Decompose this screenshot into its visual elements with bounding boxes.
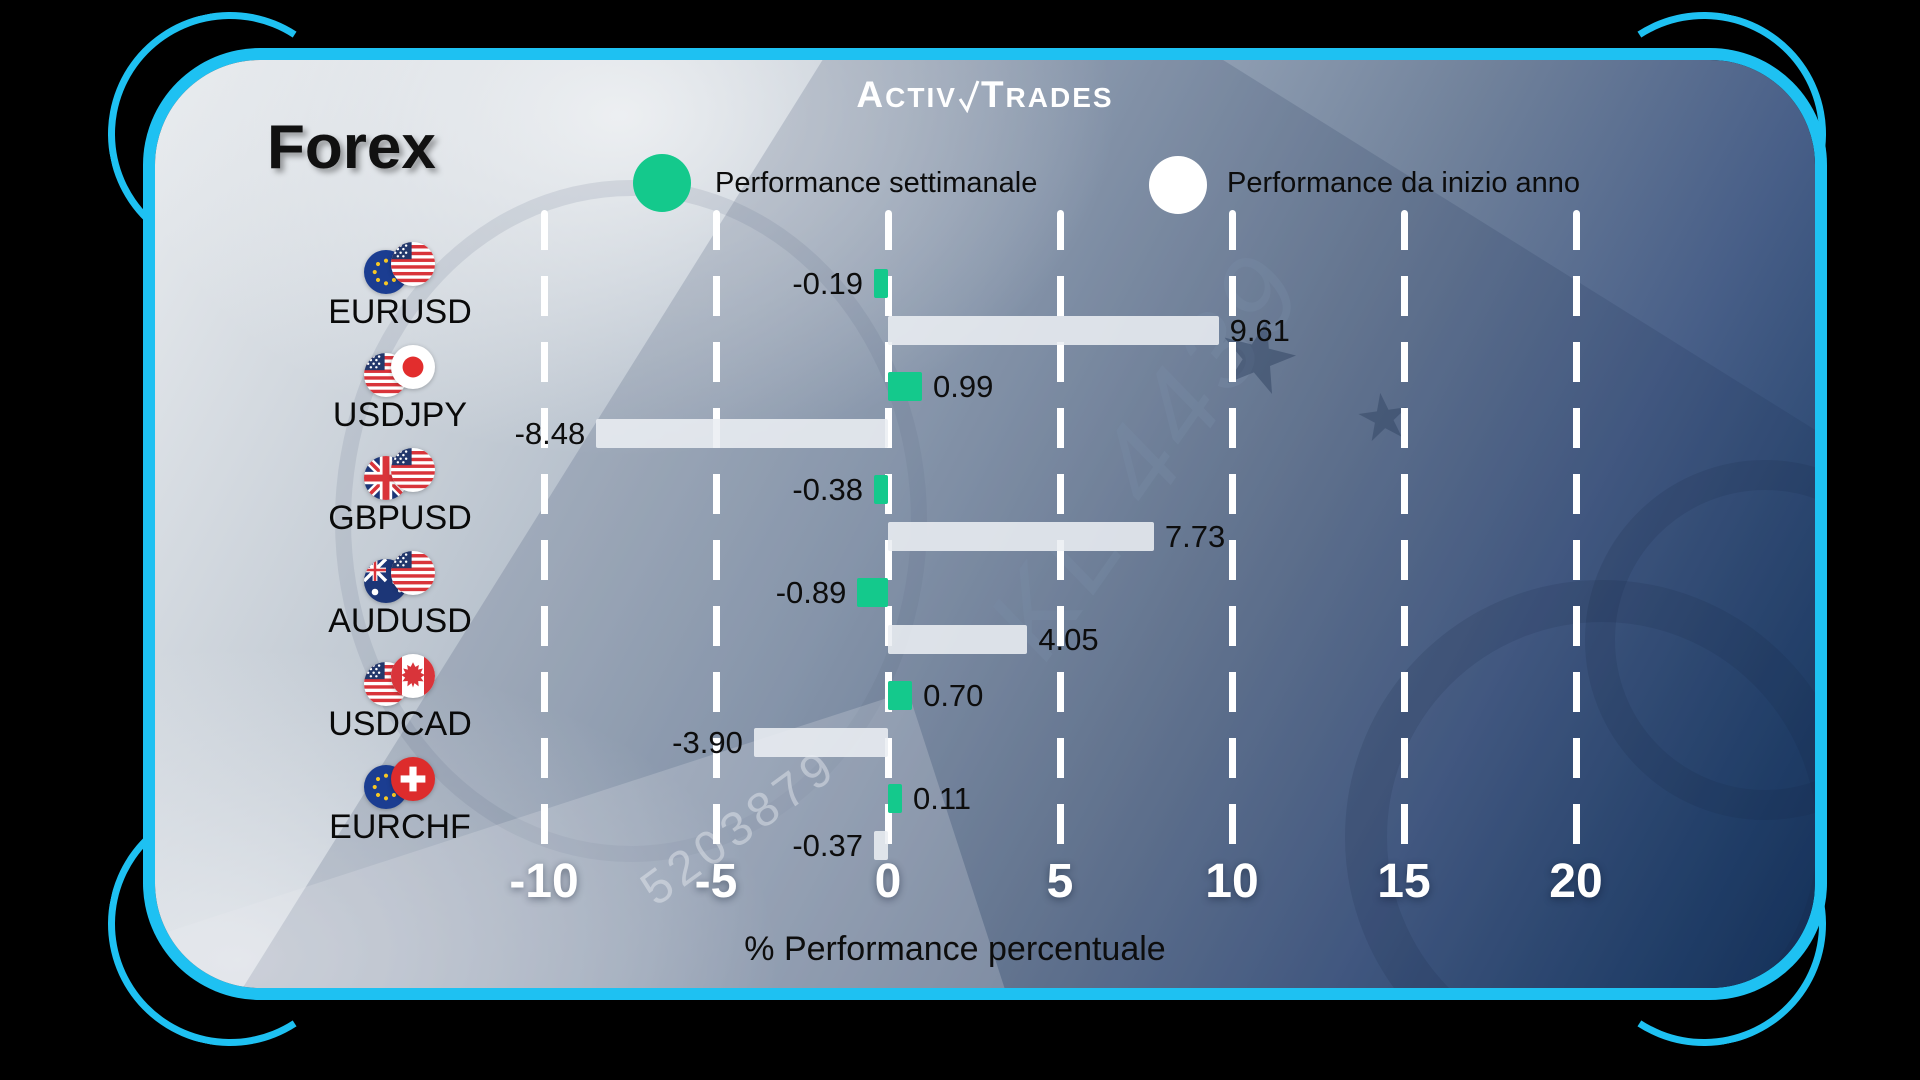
AUDUSD-ytd-bar	[888, 625, 1028, 654]
EURCHF-ytd-bar	[874, 831, 888, 860]
USDCAD-flag-pair	[364, 654, 436, 706]
x-tick-label-10: 10	[1205, 855, 1259, 908]
USDJPY-ytd-value: -8.48	[514, 416, 586, 451]
jp-flag-icon	[391, 345, 435, 389]
USDCAD-ytd-bar	[753, 728, 888, 757]
us-flag-icon	[391, 242, 435, 286]
infographic-card: KL 4439 ★ ★ 5203879 Activ Trades Forex Pe…	[155, 60, 1815, 988]
x-tick-label--10: -10	[509, 855, 579, 908]
ytd-legend-dot	[1149, 156, 1207, 214]
GBPUSD-flag-pair	[364, 448, 436, 500]
logo-text-activ: Activ	[856, 74, 957, 115]
x-tick-label-5: 5	[1046, 855, 1074, 908]
GBPUSD-weekly-bar	[874, 475, 888, 504]
gridline-10	[1228, 210, 1236, 858]
AUDUSD-weekly-bar	[857, 578, 888, 607]
AUDUSD-weekly-value: -0.89	[775, 575, 847, 610]
GBPUSD-weekly-value: -0.38	[792, 472, 863, 507]
GBPUSD-label: GBPUSD	[328, 499, 472, 537]
AUDUSD-label: AUDUSD	[328, 602, 472, 640]
logo-text-trades: Trades	[980, 74, 1114, 115]
EURUSD-ytd-bar	[888, 316, 1219, 345]
USDCAD-weekly-value: 0.70	[923, 678, 984, 713]
gridline--5	[712, 210, 720, 858]
USDCAD-weekly-bar	[888, 681, 913, 710]
AUDUSD-flag-pair	[364, 551, 436, 603]
gridline-20	[1572, 210, 1580, 858]
x-tick-label-0: 0	[874, 855, 902, 908]
x-tick-label-15: 15	[1377, 855, 1431, 908]
x-tick-label-20: 20	[1549, 855, 1603, 908]
us-flag-icon	[391, 551, 435, 595]
activtrades-logo: Activ Trades	[155, 74, 1815, 116]
USDJPY-flag-pair	[364, 345, 436, 397]
x-tick-label--5: -5	[694, 855, 738, 908]
us-flag-icon	[391, 448, 435, 492]
ca-flag-icon	[391, 654, 435, 698]
USDJPY-weekly-bar	[888, 372, 923, 401]
GBPUSD-ytd-bar	[888, 522, 1154, 551]
EURCHF-flag-pair	[364, 757, 436, 809]
ytd-legend-label: Performance da inizio anno	[1227, 167, 1581, 199]
EURCHF-weekly-bar	[888, 784, 902, 813]
page-title: Forex	[267, 113, 436, 182]
USDJPY-weekly-value: 0.99	[933, 369, 994, 404]
weekly-legend-label: Performance settimanale	[715, 167, 1038, 199]
EURCHF-ytd-value: -0.37	[792, 828, 863, 863]
EURUSD-flag-pair	[364, 242, 436, 294]
bar-chart: -10 -5 0 5 10 15 20 EURUSD -0.19 9.61 USDJPY 0.99 -8…	[155, 60, 1815, 988]
EURUSD-weekly-bar	[874, 269, 888, 298]
USDJPY-label: USDJPY	[332, 396, 468, 434]
x-axis-title: % Performance percentuale	[744, 930, 1166, 968]
AUDUSD-ytd-value: 4.05	[1038, 622, 1099, 657]
EURUSD-weekly-value: -0.19	[792, 266, 863, 301]
USDCAD-label: USDCAD	[328, 705, 472, 743]
gridline-15	[1400, 210, 1408, 858]
weekly-legend-dot	[633, 154, 691, 212]
USDCAD-ytd-value: -3.90	[672, 725, 743, 760]
GBPUSD-ytd-value: 7.73	[1164, 519, 1226, 554]
ch-flag-icon	[391, 757, 435, 801]
EURCHF-label: EURCHF	[329, 808, 471, 846]
USDJPY-ytd-bar	[596, 419, 888, 448]
gridline--10	[540, 210, 548, 858]
EURCHF-weekly-value: 0.11	[913, 781, 972, 816]
EURUSD-ytd-value: 9.61	[1229, 313, 1290, 348]
EURUSD-label: EURUSD	[328, 293, 472, 331]
logo-check-icon	[958, 80, 980, 114]
